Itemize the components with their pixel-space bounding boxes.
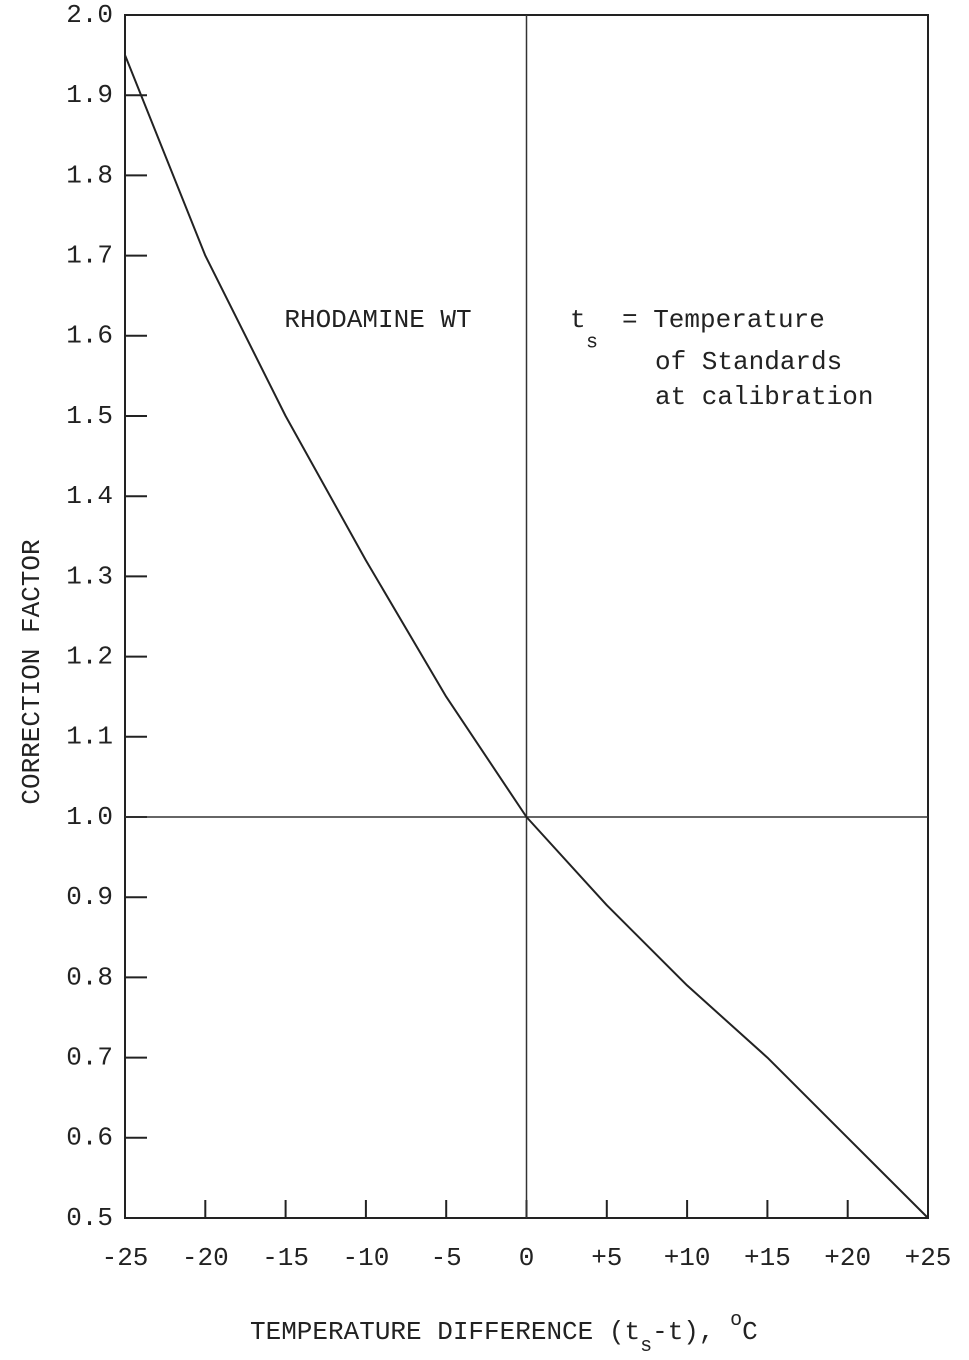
x-tick-label: -15 bbox=[262, 1243, 309, 1273]
curve bbox=[124, 54, 929, 1219]
x-tick-label: +20 bbox=[824, 1243, 871, 1273]
annotation: = Temperature bbox=[622, 305, 825, 335]
x-axis-label: TEMPERATURE DIFFERENCE (ts-t), oC bbox=[250, 1309, 758, 1358]
x-tick-label: +15 bbox=[744, 1243, 791, 1273]
y-tick-label: 0.7 bbox=[66, 1042, 113, 1072]
y-tick-label: 1.1 bbox=[66, 722, 113, 752]
y-tick-label: 0.9 bbox=[66, 882, 113, 912]
y-tick-label: 1.4 bbox=[66, 481, 113, 511]
x-tick-label: -20 bbox=[182, 1243, 229, 1273]
y-tick-label: 1.8 bbox=[66, 160, 113, 190]
y-axis-label: CORRECTION FACTOR bbox=[17, 539, 47, 804]
x-tick-label: +25 bbox=[905, 1243, 952, 1273]
y-tick-label: 1.2 bbox=[66, 641, 113, 671]
x-label-unit: C bbox=[742, 1317, 758, 1347]
x-tick-label: -5 bbox=[431, 1243, 462, 1273]
y-tick-label: 0.8 bbox=[66, 962, 113, 992]
annotation: at calibration bbox=[655, 382, 873, 412]
y-tick-label: 1.0 bbox=[66, 802, 113, 832]
x-label-text: TEMPERATURE DIFFERENCE (t bbox=[250, 1317, 640, 1347]
annotation: t bbox=[570, 305, 586, 335]
y-tick-label: 1.9 bbox=[66, 80, 113, 110]
x-label-sup: o bbox=[730, 1309, 742, 1332]
annotation: RHODAMINE WT bbox=[284, 305, 471, 335]
x-tick-label: 0 bbox=[519, 1243, 535, 1273]
y-tick-label: 1.7 bbox=[66, 240, 113, 270]
x-tick-label: -25 bbox=[102, 1243, 149, 1273]
x-tick-label: +10 bbox=[664, 1243, 711, 1273]
annotation: s bbox=[586, 331, 598, 354]
y-tick-label: 1.5 bbox=[66, 401, 113, 431]
annotation: of Standards bbox=[655, 347, 842, 377]
x-label-sub: s bbox=[640, 1335, 652, 1358]
x-tick-label: +5 bbox=[591, 1243, 622, 1273]
x-tick-label: -10 bbox=[342, 1243, 389, 1273]
y-tick-label: 1.6 bbox=[66, 321, 113, 351]
x-label-rest: -t), bbox=[652, 1317, 730, 1347]
y-tick-label: 0.5 bbox=[66, 1203, 113, 1233]
y-tick-label: 2.0 bbox=[66, 0, 113, 30]
y-tick-label: 1.3 bbox=[66, 561, 113, 591]
y-tick-label: 0.6 bbox=[66, 1123, 113, 1153]
